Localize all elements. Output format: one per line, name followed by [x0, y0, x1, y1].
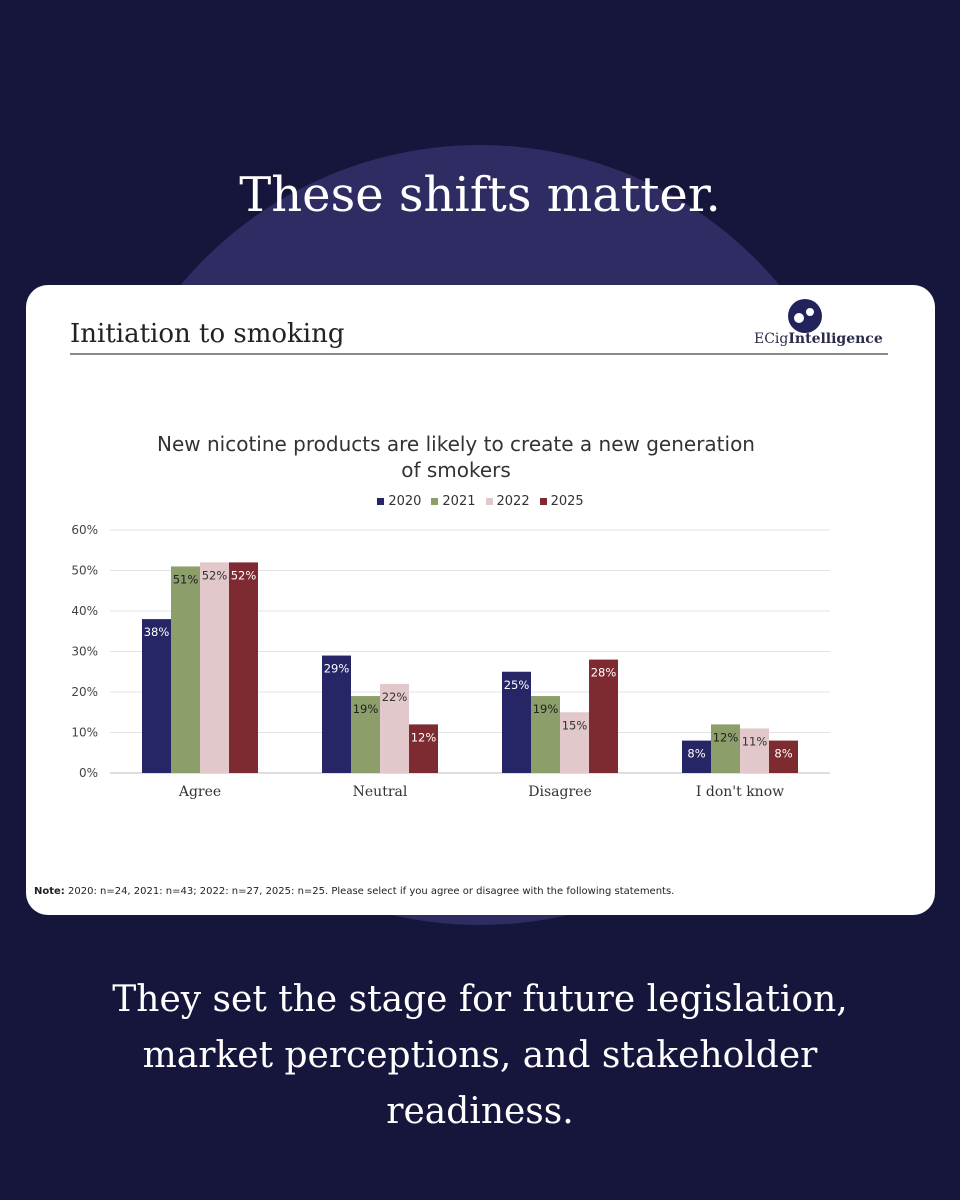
- data-label: 52%: [231, 568, 257, 582]
- chart-card: Initiation to smoking ECigIntelligence N…: [26, 285, 935, 915]
- chart-title-line1: New nicotine products are likely to crea…: [157, 432, 755, 456]
- bar: [502, 671, 531, 773]
- bar: [711, 724, 740, 773]
- legend-label: 2021: [442, 494, 476, 509]
- bar: [560, 712, 589, 773]
- chart-note: Note: 2020: n=24, 2021: n=43; 2022: n=27…: [34, 886, 674, 897]
- bar: [589, 659, 618, 773]
- x-tick-label: Agree: [178, 784, 221, 800]
- y-tick-label: 50%: [71, 564, 98, 578]
- x-tick-label: I don't know: [696, 784, 784, 800]
- slide-title: Initiation to smoking: [70, 319, 345, 349]
- bar: [142, 619, 171, 773]
- note-text: 2020: n=24, 2021: n=43; 2022: n=27, 2025…: [64, 886, 675, 897]
- data-label: 28%: [591, 666, 617, 680]
- logo-text: ECigIntelligence: [754, 331, 883, 347]
- legend-swatch: [485, 498, 493, 505]
- data-label: 29%: [324, 662, 350, 676]
- data-label: 22%: [382, 690, 408, 704]
- ecig-logo-icon: [788, 299, 822, 333]
- legend-label: 2022: [496, 494, 530, 509]
- bar: [740, 728, 769, 773]
- logo-text-plain: ECig: [754, 331, 789, 347]
- legend-item: 2025: [539, 494, 584, 509]
- data-label: 12%: [713, 730, 739, 744]
- legend-swatch: [377, 498, 385, 505]
- chart-title: New nicotine products are likely to crea…: [126, 431, 786, 483]
- bar: [531, 696, 560, 773]
- data-label: 8%: [774, 747, 792, 761]
- y-tick-label: 20%: [71, 685, 98, 699]
- data-label: 52%: [202, 568, 228, 582]
- data-label: 19%: [533, 702, 559, 716]
- bar: [229, 562, 258, 773]
- chart-legend: 2020 2021 2022 2025: [26, 494, 935, 509]
- bar: [380, 683, 409, 773]
- y-tick-label: 10%: [71, 726, 98, 740]
- data-label: 19%: [353, 702, 379, 716]
- footer-line1: They set the stage for future legislatio…: [112, 979, 848, 1020]
- bar: [322, 655, 351, 773]
- title-rule: [70, 353, 888, 355]
- bar: [409, 724, 438, 773]
- y-tick-label: 0%: [79, 766, 98, 780]
- logo-text-bold: Intelligence: [788, 331, 883, 347]
- legend-item: 2021: [431, 494, 476, 509]
- footer-text: They set the stage for future legislatio…: [40, 972, 920, 1140]
- bar: [171, 566, 200, 773]
- footer-line2: market perceptions, and stakeholder: [142, 1035, 818, 1076]
- legend-swatch: [431, 498, 439, 505]
- footer-line3: readiness.: [386, 1091, 574, 1132]
- bar: [351, 696, 380, 773]
- bar: [769, 740, 798, 773]
- chart-title-line2: of smokers: [401, 458, 511, 482]
- y-tick-label: 30%: [71, 645, 98, 659]
- data-label: 11%: [742, 734, 768, 748]
- bar: [200, 562, 229, 773]
- y-tick-label: 40%: [71, 604, 98, 618]
- y-tick-label: 60%: [71, 523, 98, 537]
- data-label: 38%: [144, 625, 170, 639]
- data-label: 51%: [173, 572, 199, 586]
- legend-swatch: [539, 498, 547, 505]
- legend-item: 2020: [377, 494, 421, 509]
- x-tick-label: Disagree: [528, 784, 591, 800]
- bar-chart: 0%10%20%30%40%50%60%38%51% 52% 52%Agree29%…: [71, 523, 830, 800]
- legend-label: 2025: [550, 494, 584, 509]
- data-label: 25%: [504, 678, 530, 692]
- headline: These shifts matter.: [239, 167, 721, 223]
- legend-label: 2020: [388, 494, 422, 509]
- legend-item: 2022: [485, 494, 530, 509]
- data-label: 12%: [411, 730, 437, 744]
- bar: [682, 740, 711, 773]
- data-label: 8%: [687, 747, 705, 761]
- x-tick-label: Neutral: [353, 784, 408, 800]
- data-label: 15%: [562, 718, 588, 732]
- note-label: Note:: [34, 886, 65, 897]
